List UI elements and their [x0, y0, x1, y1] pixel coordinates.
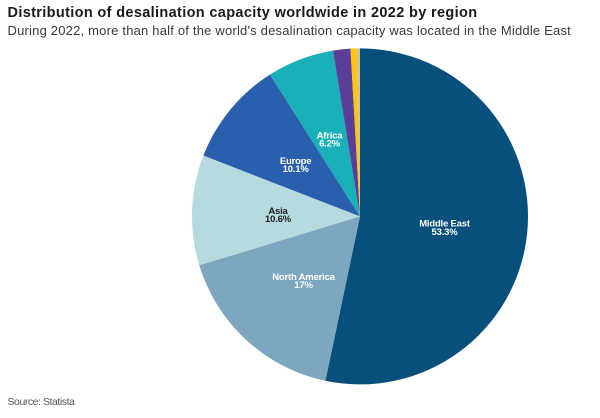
svg-text:Middle East: Middle East [419, 219, 471, 230]
svg-text:6.2%: 6.2% [319, 139, 341, 150]
svg-text:10.1%: 10.1% [283, 164, 310, 175]
svg-text:Africa: Africa [317, 131, 344, 142]
svg-text:Asia: Asia [268, 206, 288, 217]
svg-text:17%: 17% [294, 280, 313, 291]
svg-text:Europe: Europe [280, 156, 312, 167]
svg-text:53.3%: 53.3% [432, 227, 459, 238]
svg-text:North America: North America [272, 272, 335, 283]
svg-text:10.6%: 10.6% [265, 214, 292, 225]
